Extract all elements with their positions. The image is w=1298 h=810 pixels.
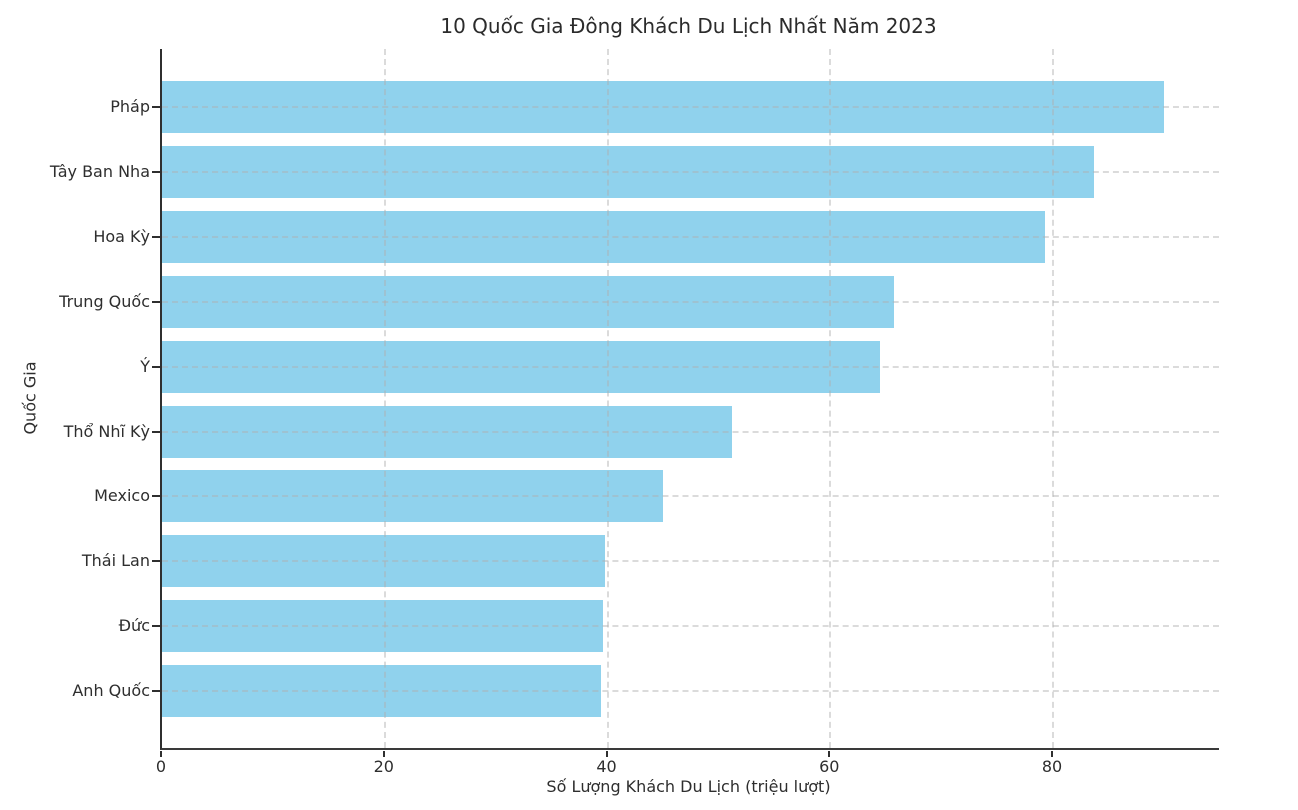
gridline-vertical (606, 49, 609, 748)
chart-title: 10 Quốc Gia Đông Khách Du Lịch Nhất Năm … (440, 14, 937, 38)
y-tick-label-0: Pháp (110, 97, 150, 117)
y-tick-label-7: Thái Lan (81, 551, 150, 571)
x-tick-mark (160, 751, 162, 757)
y-tick-label-3: Trung Quốc (59, 291, 150, 311)
gridline-vertical (1052, 49, 1055, 748)
bar-6 (162, 470, 664, 523)
y-tick-mark (152, 625, 160, 628)
gridline-vertical (829, 49, 832, 748)
gridline-horizontal (162, 495, 1219, 498)
y-tick-mark (152, 171, 160, 174)
y-tick-mark (152, 430, 160, 433)
bar-2 (162, 211, 1046, 263)
y-tick-mark (152, 236, 160, 238)
gridline-vertical (383, 49, 386, 748)
bar-7 (162, 535, 606, 588)
bar-1 (162, 146, 1095, 199)
x-tick-label-40: 40 (596, 757, 617, 776)
gridline-horizontal (162, 430, 1219, 433)
y-tick-mark (152, 560, 160, 563)
x-tick-label-0: 0 (155, 757, 167, 776)
y-tick-mark (152, 365, 160, 368)
y-tick-label-4: Ý (140, 356, 150, 376)
y-tick-label-1: Tây Ban Nha (49, 162, 150, 182)
bar-4 (162, 340, 881, 393)
bar-8 (162, 600, 604, 653)
x-tick-mark (1051, 751, 1054, 757)
bar-0 (162, 81, 1165, 134)
x-tick-mark (828, 751, 831, 757)
gridline-horizontal (162, 365, 1219, 368)
x-axis-label: Số Lượng Khách Du Lịch (triệu lượt) (546, 777, 831, 796)
bar-9 (162, 664, 601, 717)
gridline-horizontal (162, 236, 1219, 238)
gridline-horizontal (162, 300, 1219, 303)
x-tick-label-60: 60 (819, 757, 840, 776)
y-tick-label-2: Hoa Kỳ (93, 227, 150, 246)
gridline-horizontal (162, 625, 1219, 628)
y-tick-label-5: Thổ Nhĩ Kỳ (63, 421, 150, 441)
gridline-horizontal (162, 689, 1219, 692)
plot-area (160, 49, 1219, 750)
y-tick-mark (152, 689, 160, 692)
bar-5 (162, 405, 733, 458)
x-tick-label-20: 20 (373, 757, 394, 776)
x-tick-label-80: 80 (1041, 757, 1063, 776)
y-tick-label-6: Mexico (94, 486, 150, 506)
gridline-horizontal (162, 106, 1219, 109)
y-tick-mark (152, 106, 160, 109)
gridline-horizontal (162, 171, 1219, 174)
gridline-horizontal (162, 560, 1219, 563)
x-tick-mark (605, 751, 608, 757)
y-tick-label-9: Anh Quốc (72, 680, 150, 700)
y-tick-label-8: Đức (118, 616, 150, 636)
y-tick-mark (152, 495, 160, 498)
bar-3 (162, 275, 894, 328)
y-tick-mark (152, 300, 160, 303)
x-tick-mark (382, 751, 385, 757)
